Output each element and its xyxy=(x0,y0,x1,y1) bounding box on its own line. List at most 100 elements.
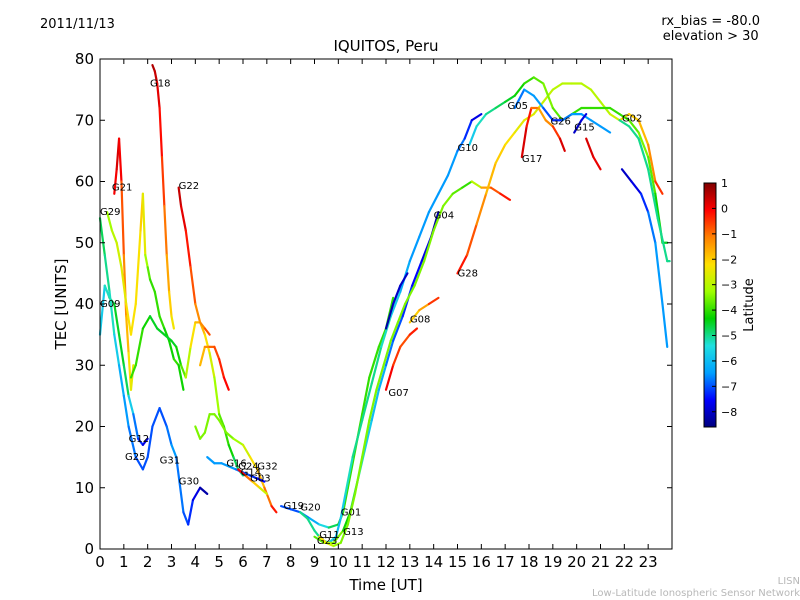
chart-title: IQUITOS, Peru xyxy=(333,37,439,55)
series-segment xyxy=(153,290,161,318)
series-segment xyxy=(384,302,395,330)
series-segment xyxy=(504,131,516,146)
series-segment xyxy=(520,125,528,159)
series-segment xyxy=(194,425,202,440)
series-segment xyxy=(618,119,631,128)
colorbar-tick-label: 1 xyxy=(721,177,728,190)
satellite-label: G32 xyxy=(257,461,277,472)
series-segment xyxy=(485,106,497,116)
series-track xyxy=(384,272,409,330)
series-segment xyxy=(551,125,562,140)
x-tick-label: 5 xyxy=(214,553,224,571)
series-segment xyxy=(158,407,168,428)
y-tick-label: 10 xyxy=(75,479,94,497)
x-tick-label: 13 xyxy=(400,553,419,571)
series-track xyxy=(384,327,419,391)
series-segment xyxy=(408,235,421,263)
series-segment xyxy=(418,211,430,238)
series-segment xyxy=(141,437,149,446)
series-segment xyxy=(423,229,435,263)
y-tick-label: 60 xyxy=(75,173,94,191)
series-segment xyxy=(399,333,411,348)
satellite-label: G23 xyxy=(317,536,337,547)
series-segment xyxy=(237,468,247,477)
series-segment xyxy=(470,113,483,122)
series-segment xyxy=(327,523,340,529)
series-segment xyxy=(206,456,216,465)
series-segment xyxy=(392,345,402,367)
series-segment xyxy=(120,180,125,257)
series-segment xyxy=(377,327,388,348)
satellite-label: G19 xyxy=(284,501,304,512)
footer-line-1: LISN xyxy=(777,576,800,587)
series-segment xyxy=(392,284,402,306)
series-segment xyxy=(647,211,657,244)
series-segment xyxy=(523,88,535,97)
series-segment xyxy=(208,351,216,379)
series-segment xyxy=(654,241,664,306)
series-segment xyxy=(656,217,669,263)
x-tick-label: 22 xyxy=(615,553,634,571)
series-track xyxy=(237,468,268,495)
series-segment xyxy=(113,333,121,367)
satellite-label: G17 xyxy=(522,154,542,165)
series-segment xyxy=(177,186,183,208)
series-segment xyxy=(241,443,252,459)
satellite-label: G02 xyxy=(622,113,642,124)
satellite-label: G01 xyxy=(341,507,361,518)
colorbar-ticks: 1 0 −1 −2 −3 −4 −5 −6 −7 −8 xyxy=(712,177,737,419)
series-segment xyxy=(129,364,135,391)
series-segment xyxy=(251,480,261,489)
series-segment xyxy=(589,119,602,128)
x-tick-label: 21 xyxy=(591,553,610,571)
series-segment xyxy=(532,76,545,85)
series-segment xyxy=(313,535,326,544)
series-segment xyxy=(630,180,643,195)
satellite-label: G18 xyxy=(150,79,170,90)
series-segment xyxy=(158,106,164,159)
satellite-label: G26 xyxy=(550,117,570,128)
series-segment xyxy=(580,113,588,122)
satellite-label: G29 xyxy=(100,207,120,218)
series-segment xyxy=(403,284,416,306)
series-segment xyxy=(413,260,426,287)
series-segment xyxy=(325,541,335,548)
series-segment xyxy=(523,76,535,85)
series-segment xyxy=(213,413,221,422)
satellite-label: G24 xyxy=(238,461,258,472)
series-segment xyxy=(249,456,259,471)
x-tick-label: 7 xyxy=(262,553,272,571)
x-tick-label: 15 xyxy=(448,553,467,571)
satellite-label: G13 xyxy=(343,527,363,538)
series-segment xyxy=(146,425,154,459)
series-segment xyxy=(489,186,502,195)
x-tick-label: 14 xyxy=(424,553,443,571)
series-segment xyxy=(129,364,137,379)
series-segment xyxy=(647,155,657,195)
series-segment xyxy=(537,106,547,122)
series-segment xyxy=(263,486,273,508)
series-segment xyxy=(363,419,373,453)
x-tick-label: 0 xyxy=(95,553,105,571)
series-segment xyxy=(203,327,211,336)
series-segment xyxy=(339,523,349,544)
satellite-label: G07 xyxy=(388,388,408,399)
series-segment xyxy=(361,419,371,459)
x-tick-label: 1 xyxy=(119,553,129,571)
series-segment xyxy=(98,217,106,257)
series-segment xyxy=(199,321,206,330)
x-tick-label: 8 xyxy=(286,553,296,571)
series-segment xyxy=(353,456,364,495)
x-tick-label: 20 xyxy=(567,553,586,571)
series-segment xyxy=(647,143,657,183)
satellite-label: G25 xyxy=(125,452,145,463)
series-track xyxy=(618,119,671,263)
series-segment xyxy=(639,192,650,214)
settings-annotation: rx_bias = -80.0 elevation > 30 xyxy=(661,14,760,44)
series-segment xyxy=(351,419,364,459)
x-tick-label: 10 xyxy=(329,553,348,571)
series-segment xyxy=(213,345,221,361)
series-segment xyxy=(203,333,211,355)
series-segment xyxy=(222,376,230,391)
series-segment xyxy=(384,339,395,367)
